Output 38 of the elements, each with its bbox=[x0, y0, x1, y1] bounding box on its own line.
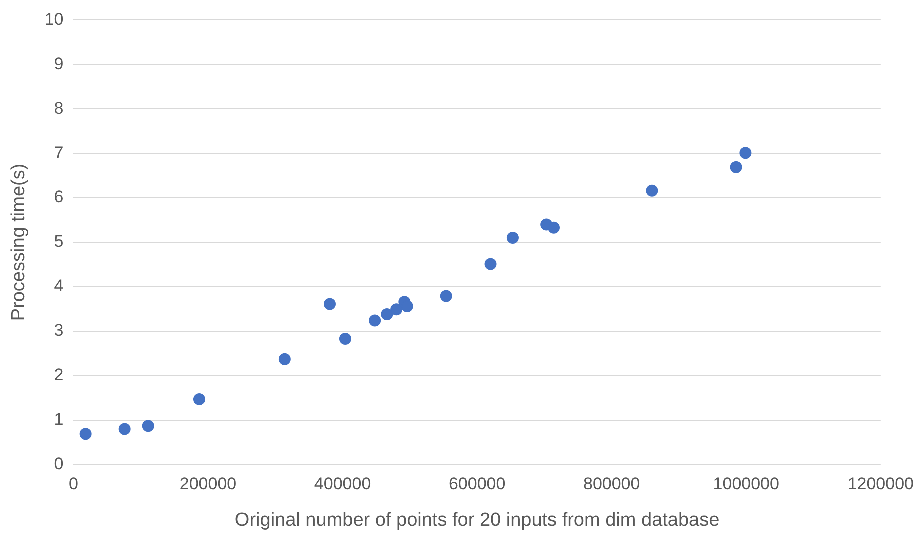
y-tick-label: 7 bbox=[54, 143, 64, 162]
x-tick-label: 1200000 bbox=[848, 474, 914, 494]
point bbox=[730, 161, 742, 174]
point bbox=[324, 298, 336, 310]
point bbox=[548, 222, 560, 234]
point bbox=[80, 428, 92, 440]
y-tick-label: 6 bbox=[54, 188, 64, 207]
x-tick-label: 600000 bbox=[448, 474, 506, 494]
point bbox=[740, 147, 752, 160]
point bbox=[369, 314, 382, 327]
y-tick-label: 0 bbox=[54, 454, 64, 474]
y-tick-label: 4 bbox=[54, 276, 64, 296]
point bbox=[390, 304, 403, 316]
y-tick-label: 2 bbox=[54, 366, 64, 385]
point bbox=[506, 232, 519, 244]
x-tick-label: 200000 bbox=[180, 474, 237, 494]
x-axis-title: Original number of points for 20 inputs from dim database bbox=[234, 510, 720, 531]
y-axis-title: Processing time(s) bbox=[8, 164, 30, 322]
point bbox=[381, 308, 394, 321]
y-tick-label: 10 bbox=[44, 10, 64, 29]
point bbox=[401, 300, 414, 313]
y-tick-label: 1 bbox=[54, 410, 64, 430]
point bbox=[484, 258, 497, 270]
y-tick-label: 5 bbox=[54, 232, 64, 252]
y-tick-label: 8 bbox=[54, 98, 64, 118]
y-tick-label: 3 bbox=[54, 321, 64, 340]
x-tick-label: 1000000 bbox=[713, 474, 780, 494]
point bbox=[440, 290, 452, 302]
point bbox=[339, 332, 352, 345]
point bbox=[194, 393, 206, 406]
y-tick-label: 9 bbox=[54, 54, 64, 74]
x-tick-label: 800000 bbox=[583, 474, 640, 494]
point bbox=[278, 353, 291, 366]
x-tick-label: 0 bbox=[68, 474, 78, 494]
point bbox=[646, 184, 658, 197]
point bbox=[142, 420, 154, 432]
point bbox=[118, 423, 131, 436]
x-tick-label: 400000 bbox=[314, 474, 372, 494]
